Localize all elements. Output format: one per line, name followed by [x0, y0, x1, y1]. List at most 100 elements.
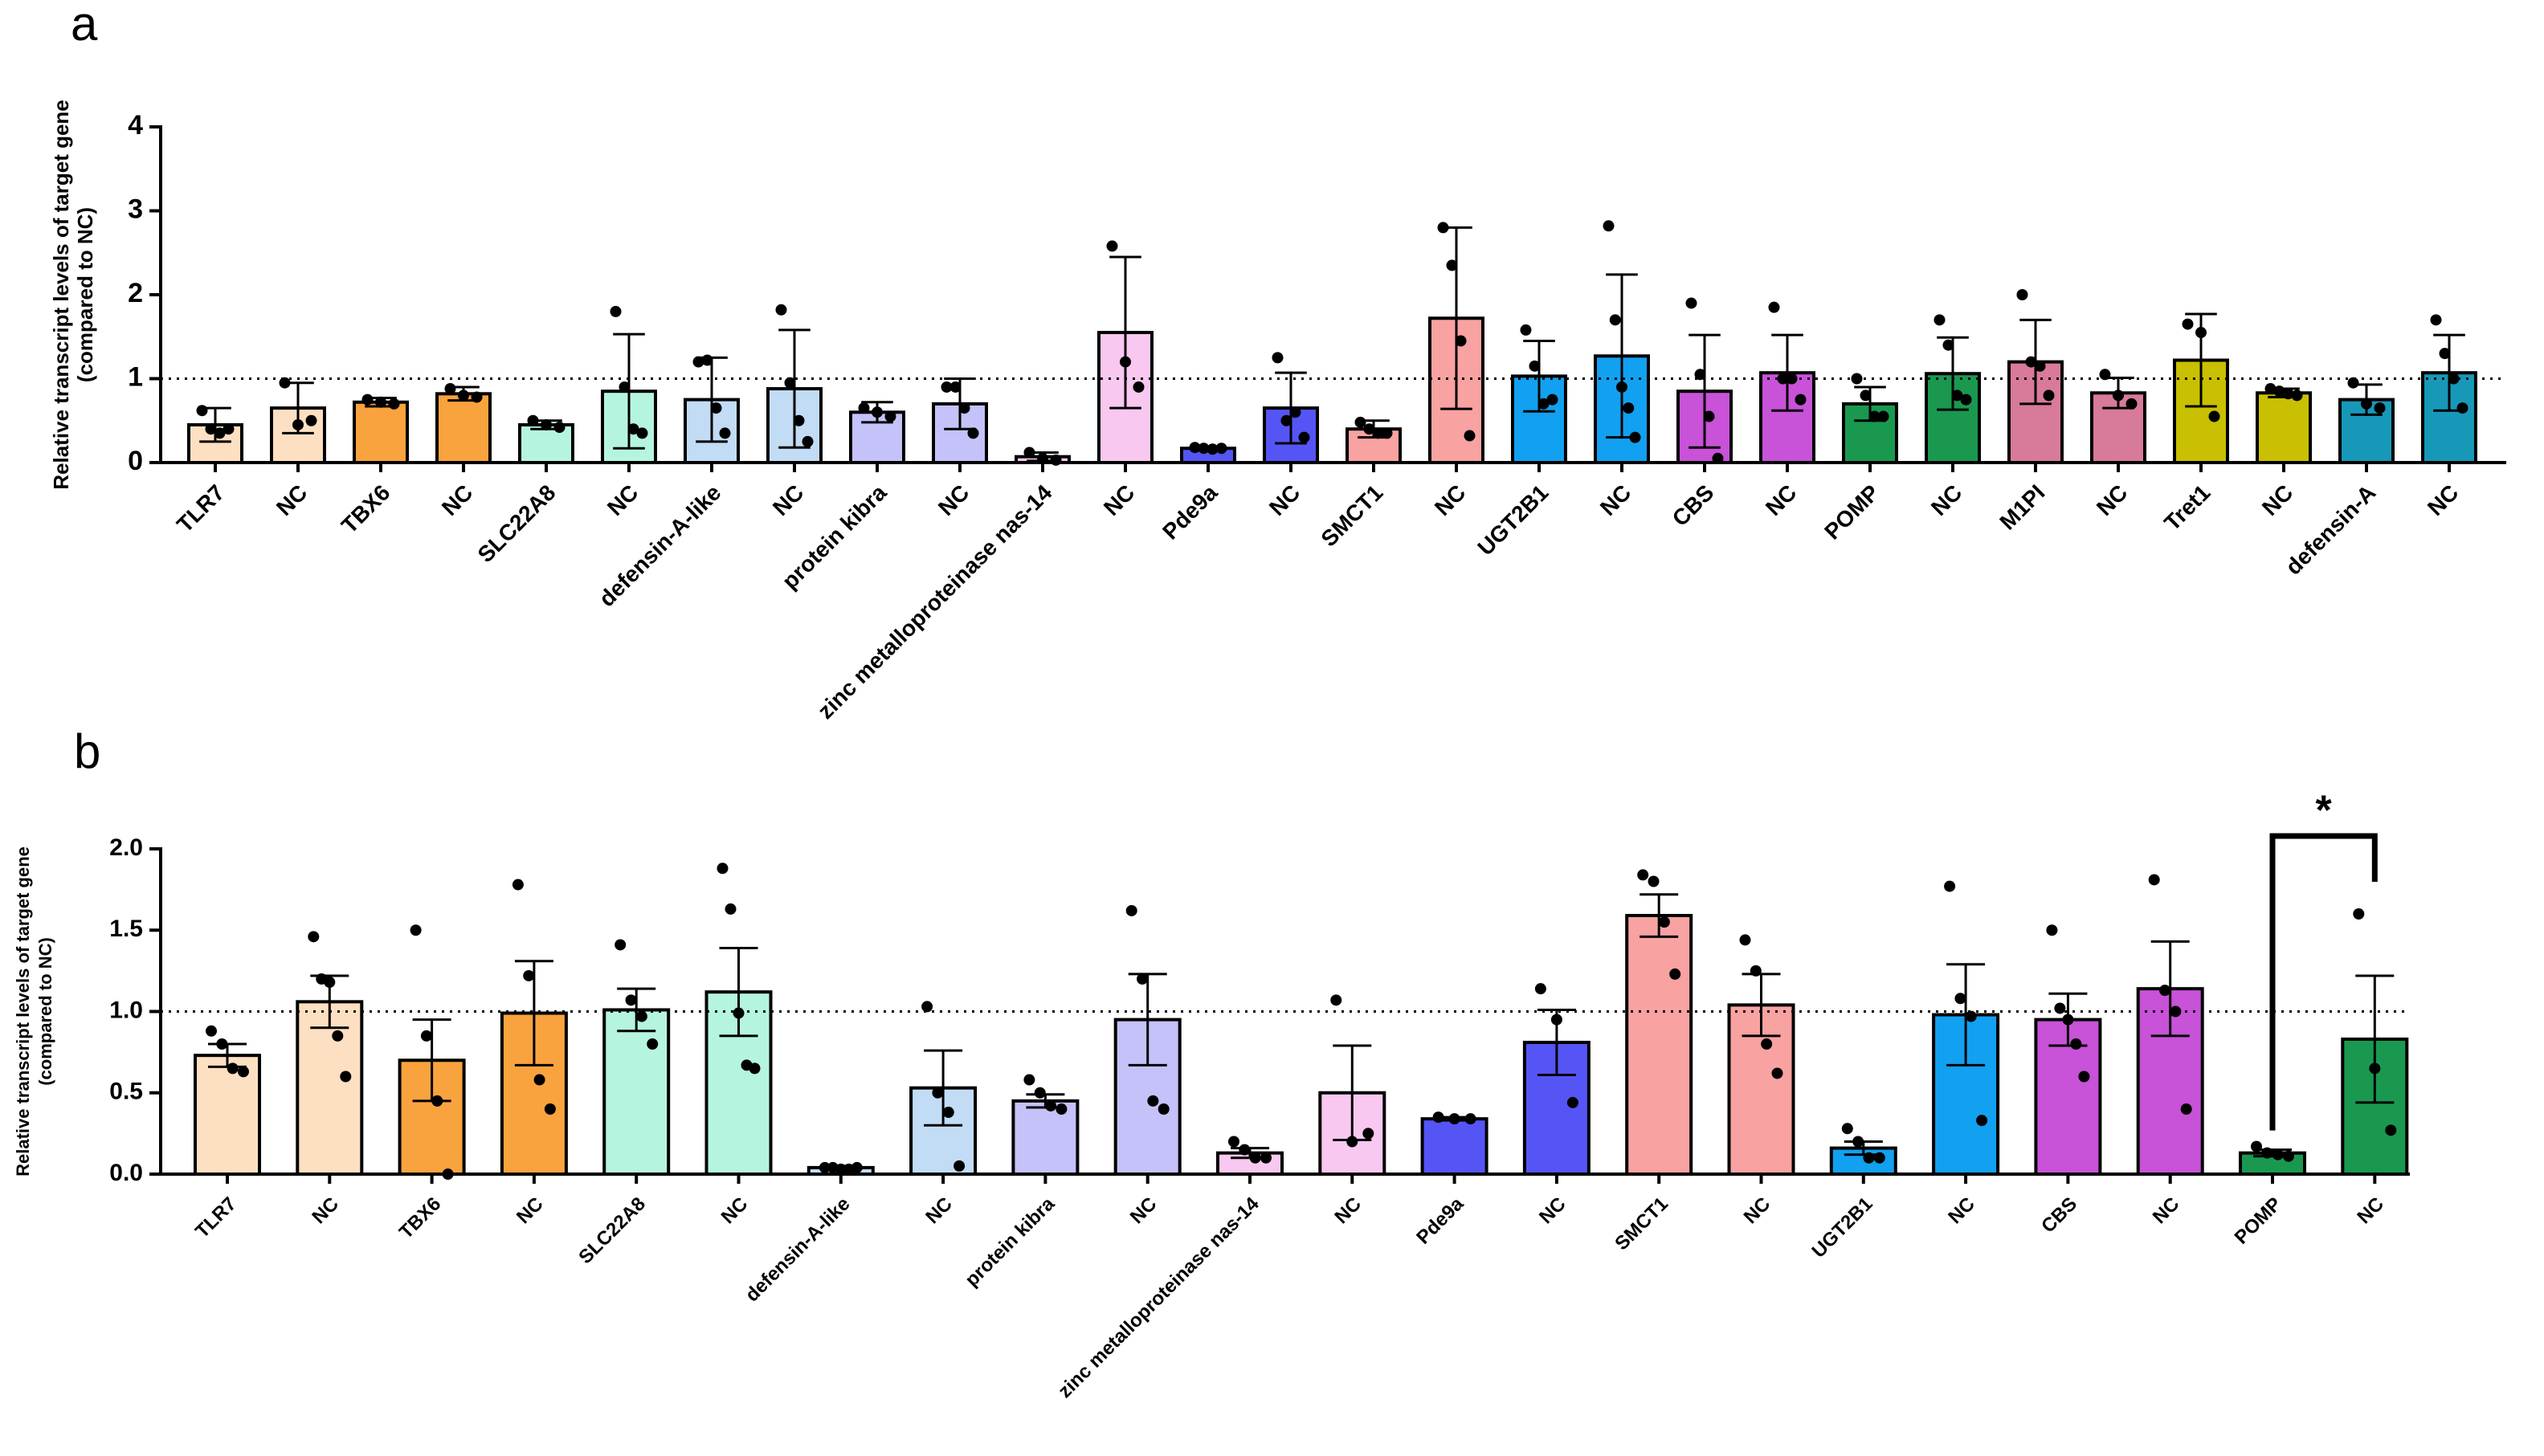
data-point: [1037, 452, 1048, 464]
data-point: [523, 969, 535, 981]
bar: [2421, 371, 2477, 464]
data-point: [627, 423, 639, 435]
data-point: [1669, 968, 1681, 980]
y-tick-label: 0.5: [109, 1079, 143, 1105]
bar: [602, 1008, 671, 1176]
data-point: [1198, 443, 1210, 455]
x-tick-label: NC: [2257, 480, 2298, 521]
data-point: [375, 396, 386, 408]
data-point: [635, 1010, 647, 1022]
data-point: [2195, 327, 2207, 339]
y-tick-label: 1.0: [109, 997, 143, 1023]
data-point: [1860, 389, 1872, 402]
data-point: [2456, 402, 2468, 414]
data-point: [223, 423, 235, 435]
data-point: [216, 1038, 228, 1050]
x-tick-label: NC: [1330, 1193, 1366, 1229]
data-point: [1215, 443, 1227, 455]
data-point: [1566, 1096, 1578, 1108]
data-point: [1381, 427, 1393, 439]
data-point: [1637, 869, 1649, 881]
data-point: [858, 402, 870, 414]
data-point: [292, 418, 304, 430]
data-point: [1432, 1111, 1444, 1124]
panel-label: a: [71, 0, 98, 51]
y-axis-label: Relative transcript levels of target gen…: [13, 846, 33, 1177]
data-point: [1023, 1074, 1035, 1086]
x-tick-label: NC: [1535, 1193, 1570, 1229]
y-tick-label: 3: [128, 194, 143, 224]
data-point: [1934, 314, 1946, 326]
data-point: [1120, 356, 1131, 368]
data-point: [1550, 1013, 1562, 1026]
data-point: [2078, 1071, 2090, 1083]
data-point: [749, 1062, 761, 1075]
data-point: [1629, 431, 1641, 443]
data-point: [1537, 398, 1550, 410]
data-point: [1954, 993, 1966, 1005]
x-tick-label: Tret1: [2159, 480, 2215, 536]
y-axis-label: (compared to NC): [35, 937, 55, 1086]
data-point: [1739, 934, 1751, 946]
data-point: [719, 427, 731, 439]
data-point: [206, 1025, 217, 1037]
data-point: [1960, 394, 1972, 406]
data-point: [1623, 402, 1635, 414]
data-point: [410, 924, 422, 936]
data-point: [1133, 381, 1145, 393]
x-tick-label: TBX6: [395, 1193, 445, 1243]
data-point: [1944, 880, 1956, 892]
data-point: [2025, 356, 2037, 368]
data-point: [1976, 1115, 1988, 1127]
data-point: [1464, 430, 1476, 442]
data-point: [2430, 314, 2442, 326]
significance-bracket: [2269, 833, 2378, 1131]
data-point: [1289, 406, 1301, 418]
data-point: [279, 377, 291, 389]
data-point: [1520, 324, 1532, 336]
data-point: [308, 931, 320, 943]
x-tick-label: NC: [1430, 480, 1471, 521]
data-point: [1437, 222, 1449, 234]
data-point: [2170, 1005, 2182, 1018]
data-point: [2182, 318, 2194, 330]
data-point: [710, 402, 722, 414]
data-point: [725, 903, 737, 915]
x-tick-label: SLC22A8: [574, 1193, 650, 1269]
data-point: [615, 939, 627, 951]
data-point: [431, 1095, 443, 1107]
x-tick-label: M1PI: [1995, 480, 2049, 535]
data-point: [1777, 373, 1789, 385]
data-point: [1330, 994, 1342, 1006]
data-point: [1363, 423, 1375, 435]
data-point: [851, 1161, 863, 1173]
x-tick-label: NC: [2353, 1193, 2388, 1229]
data-point: [1712, 452, 1724, 464]
data-point: [1050, 454, 1062, 466]
data-point: [1761, 1038, 1773, 1050]
data-point: [1249, 1152, 1261, 1164]
data-point: [553, 422, 566, 434]
data-point: [717, 863, 729, 875]
x-tick-label: UGT2B1: [1807, 1193, 1876, 1262]
data-point: [512, 879, 524, 891]
data-point: [2439, 348, 2451, 360]
y-tick-label: 0: [128, 446, 143, 476]
data-point: [388, 398, 400, 410]
x-tick-label: NC: [921, 1193, 957, 1229]
x-tick-label: NC: [1264, 480, 1305, 521]
data-point: [2353, 908, 2365, 920]
data-point: [1023, 447, 1035, 459]
data-point: [1056, 1103, 1068, 1115]
data-point: [1455, 335, 1467, 347]
data-point: [1189, 442, 1201, 454]
x-tick-label: SMCT1: [1611, 1193, 1672, 1255]
x-tick-label: NC: [602, 480, 643, 521]
data-point: [471, 391, 483, 403]
panel-label: b: [74, 724, 100, 778]
data-point: [1298, 431, 1310, 443]
data-point: [949, 381, 962, 393]
data-point: [953, 1160, 966, 1172]
data-point: [544, 1103, 556, 1115]
